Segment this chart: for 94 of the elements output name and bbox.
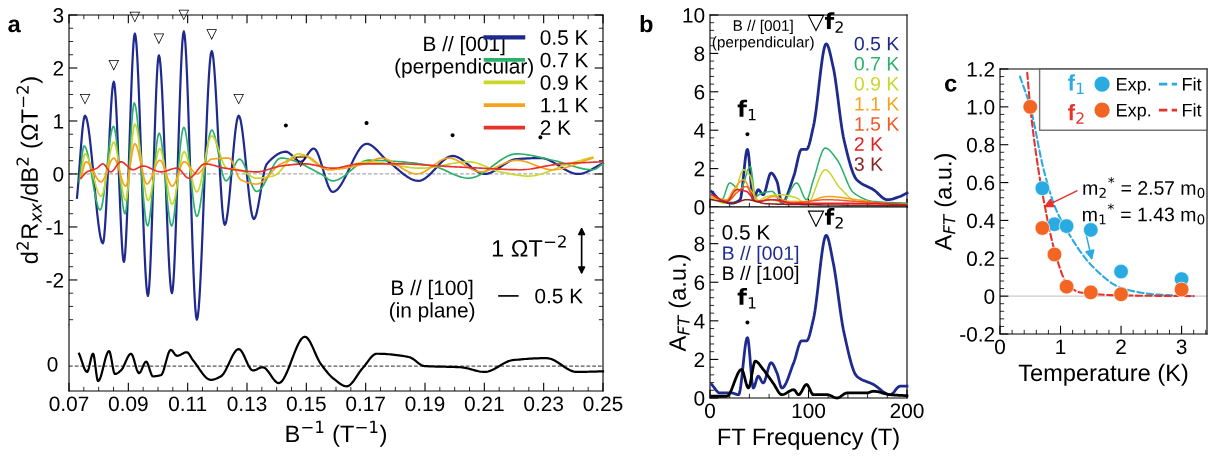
- y-tick-label: -1: [46, 220, 64, 235]
- text: B // [100]: [723, 265, 799, 284]
- x-axis-title: FT Frequency (T): [718, 427, 899, 450]
- series-label: 0.5 K: [854, 36, 900, 51]
- x-tick-label: 0: [705, 403, 715, 419]
- x-tick-label: 0.11: [168, 396, 207, 412]
- text: 1.1 K: [855, 97, 900, 111]
- legend-label: Exp.: [1117, 78, 1151, 95]
- y-tick-label: 2: [53, 60, 64, 76]
- x-tick-label: 0.13: [227, 396, 267, 412]
- y-tick-label: 3: [53, 8, 64, 23]
- y-tick-label: 0: [984, 289, 995, 304]
- text: a: [8, 19, 21, 33]
- annotation: •: [364, 120, 369, 125]
- x-tick-label: 100: [792, 403, 826, 419]
- text: c: [945, 78, 957, 92]
- legend-label: 0.5 K: [535, 288, 583, 304]
- annotation: m$_{2}$$^{*}$ = 2.57 m$_{0}$: [1083, 177, 1205, 199]
- x-tick-label: 2: [1116, 339, 1126, 354]
- y-tick-label: 4: [694, 314, 705, 329]
- annotation: •: [283, 123, 288, 128]
- x-tick-label: 0.21: [464, 396, 504, 412]
- x-axis-title: B$^{−1}$ (T$^{−1}$): [286, 420, 386, 447]
- y-tick-label: 0.4: [966, 213, 995, 229]
- text: 2 K: [854, 137, 883, 151]
- y-tick-label: 6: [694, 84, 705, 100]
- y-tick-label: 2: [694, 352, 705, 367]
- text: 0.7 K: [854, 56, 900, 71]
- x-tick-label: 3: [1176, 339, 1187, 355]
- y-tick-label: 1.0: [967, 99, 995, 115]
- legend-label: Fit: [1183, 103, 1202, 117]
- annotation: ▽f$_{2}$: [807, 207, 843, 229]
- y-tick-label: 0: [694, 200, 705, 215]
- x-tick-label: 0.07: [49, 396, 89, 412]
- y-tick-label: 0.2: [966, 251, 995, 267]
- annotation: B // [100] (in plane): [389, 279, 475, 322]
- annotation: 1 ΩT$^{−2}$: [492, 235, 566, 257]
- y-axis-title: A$_{FT}$ (a.u.): [668, 255, 691, 352]
- y-tick-label: 10: [683, 8, 705, 23]
- text: d$^{2}$R$_{xx}$/dB$^{2}$ (ΩT$^{−2}$): [16, 77, 43, 264]
- legend-label: 2 K: [540, 120, 571, 135]
- series-label: 3 K: [854, 157, 883, 171]
- x-tick-label: 0.23: [524, 396, 564, 412]
- x-tick-label: 0.15: [286, 396, 326, 412]
- annotation: ▽: [178, 9, 190, 21]
- y-tick-label: -2: [46, 272, 64, 288]
- annotation: •: [745, 320, 750, 325]
- annotation: f$_{1}$: [1067, 74, 1084, 95]
- annotation: f$_{1}$: [737, 99, 756, 121]
- y-tick-label: 8: [694, 46, 705, 62]
- annotation: ▽: [233, 93, 244, 105]
- annotation: m$_{1}$$^{*}$ = 1.43 m$_{0}$: [1083, 203, 1205, 225]
- x-tick-label: 0.25: [583, 396, 623, 412]
- text: b: [640, 15, 653, 33]
- y-axis-title: A$_{FT}$ (a.u.): [934, 154, 957, 251]
- legend-label: 0.7 K: [540, 52, 589, 68]
- legend-label: Fit: [1183, 77, 1202, 91]
- annotation: ▽f$_{2}$: [807, 12, 843, 33]
- legend-title: 0.5 K: [722, 224, 771, 240]
- x-tick-label: 0.09: [108, 396, 148, 412]
- x-axis-title: Temperature (K): [1018, 363, 1188, 386]
- y-tick-label: 1: [54, 114, 64, 129]
- legend-label: Exp.: [1117, 103, 1151, 121]
- y-tick-label: 0.8: [966, 137, 995, 153]
- annotation: ▽: [108, 60, 120, 71]
- y-tick-label: 0.6: [966, 175, 995, 191]
- x-tick-label: 1: [1056, 339, 1066, 354]
- y-tick-label: 4: [694, 123, 705, 138]
- annotation: ▽: [206, 29, 217, 40]
- x-tick-label: 0.19: [405, 396, 445, 412]
- text: 1.5 K: [855, 117, 900, 131]
- legend-label: 0.9 K: [540, 75, 589, 90]
- legend-label: 1.1 K: [541, 97, 589, 113]
- y-tick-label: 6: [694, 275, 705, 290]
- annotation: ▽: [153, 33, 165, 45]
- annotation: f$_{2}$: [1067, 104, 1084, 124]
- annotation: •: [538, 135, 543, 140]
- annotation: ▽: [129, 11, 141, 23]
- annotation: f$_{1}$: [737, 287, 756, 309]
- x-tick-label: 200: [890, 403, 924, 419]
- annotation: ▽: [79, 93, 91, 105]
- y-tick-label: 2: [694, 161, 705, 177]
- y-tick-label: -0.2: [960, 327, 995, 342]
- series-label: B // [001]: [723, 245, 799, 264]
- annotation: •: [745, 132, 750, 137]
- y-tick-label: 8: [694, 236, 705, 252]
- y-tick-label: 1.2: [967, 62, 995, 77]
- annotation: ▽: [295, 156, 306, 168]
- text: 0.9 K: [854, 76, 900, 91]
- x-tick-label: 0: [995, 339, 1005, 355]
- y-tick-label: 0: [53, 166, 64, 182]
- x-tick-label: 0.17: [346, 396, 385, 412]
- legend-label: 0.5 K: [540, 30, 589, 45]
- annotation: •: [450, 133, 455, 138]
